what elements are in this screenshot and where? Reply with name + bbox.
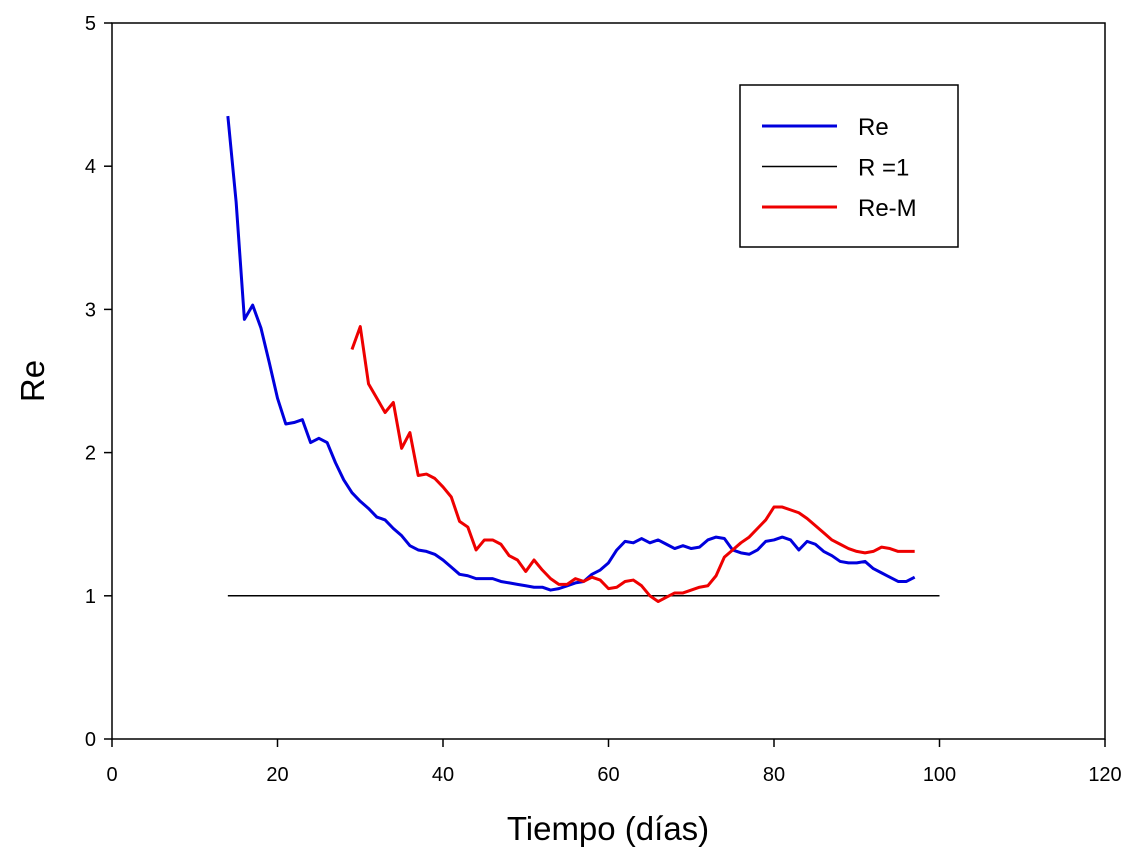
x-tick-label: 0 bbox=[106, 764, 117, 786]
y-tick-label: 4 bbox=[85, 156, 96, 178]
y-tick-label: 0 bbox=[85, 729, 96, 751]
x-tick-label: 120 bbox=[1088, 764, 1121, 786]
x-tick-label: 40 bbox=[432, 764, 454, 786]
y-axis-title: Re bbox=[14, 360, 51, 402]
y-tick-label: 5 bbox=[85, 13, 96, 35]
legend-label: R =1 bbox=[858, 155, 909, 182]
line bbox=[350, 325, 915, 604]
x-tick-label: 80 bbox=[763, 764, 785, 786]
y-tick-label: 2 bbox=[85, 443, 96, 465]
x-tick-label: 100 bbox=[923, 764, 956, 786]
legend-label: Re-M bbox=[858, 195, 917, 222]
legend-label: Re bbox=[858, 114, 889, 141]
line bbox=[226, 115, 916, 592]
y-tick-label: 1 bbox=[85, 586, 96, 608]
y-tick-label: 3 bbox=[85, 299, 96, 321]
x-tick-label: 60 bbox=[597, 764, 619, 786]
x-axis-title: Tiempo (días) bbox=[507, 810, 709, 847]
x-tick-label: 20 bbox=[266, 764, 288, 786]
